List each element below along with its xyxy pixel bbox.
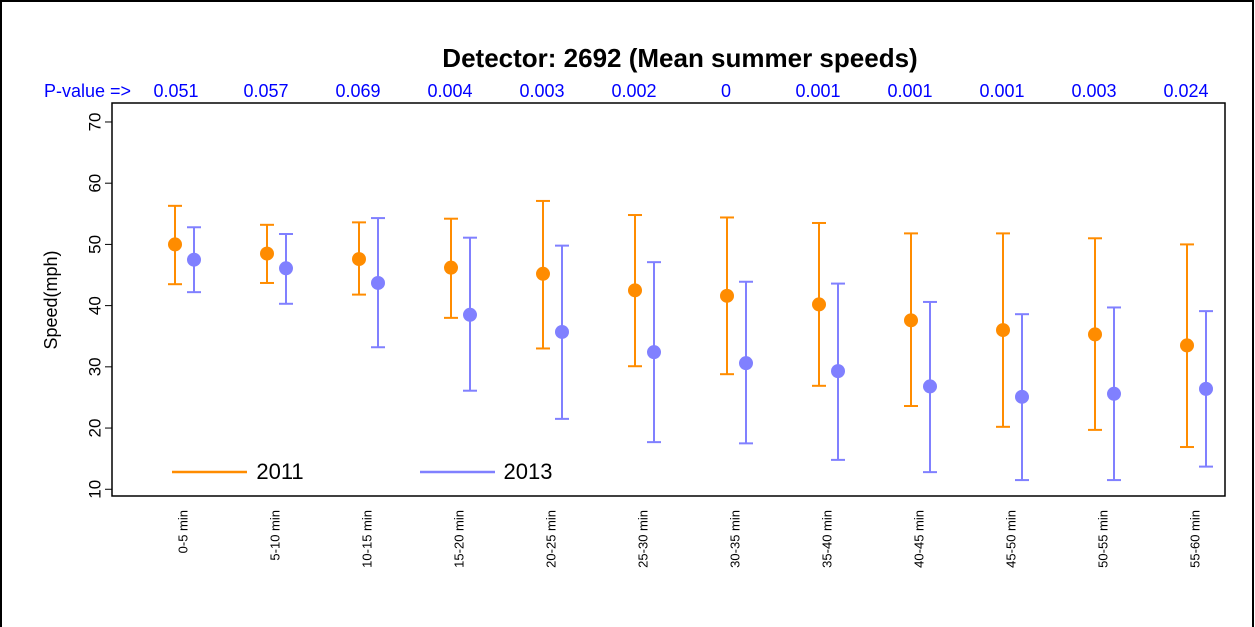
point [279,261,293,276]
point [260,246,274,261]
p-value: 0.003 [519,81,564,101]
y-tick-label: 30 [85,357,104,376]
point [1107,386,1121,401]
legend-label: 2013 [504,459,553,484]
point [352,252,366,267]
x-tick-label: 25-30 min [635,510,650,568]
x-tick-label: 20-25 min [543,510,558,568]
x-tick-label: 45-50 min [1003,510,1018,568]
point [1180,338,1194,353]
point [1088,327,1102,342]
y-axis-label: Speed(mph) [41,250,61,349]
point [463,307,477,322]
point [536,266,550,281]
x-tick-label: 10-15 min [359,510,374,568]
p-value: 0.003 [1071,81,1116,101]
point [628,283,642,298]
point [831,364,845,379]
p-value: 0.002 [611,81,656,101]
point [812,297,826,312]
x-tick-label: 50-55 min [1095,510,1110,568]
p-value: 0.001 [979,81,1024,101]
x-tick-label: 0-5 min [175,510,190,553]
x-tick-label: 55-60 min [1187,510,1202,568]
x-tick-label: 40-45 min [911,510,926,568]
point [904,313,918,328]
x-tick-label: 30-35 min [727,510,742,568]
p-value: 0.057 [243,81,288,101]
p-value: 0.051 [153,81,198,101]
point [1199,381,1213,396]
x-tick-label: 15-20 min [451,510,466,568]
p-value: 0.001 [795,81,840,101]
p-value: 0.069 [335,81,380,101]
y-tick-label: 20 [85,419,104,438]
point [996,323,1010,338]
point [647,345,661,360]
legend-label: 2011 [256,459,303,484]
point [371,275,385,290]
p-value: 0.024 [1163,81,1208,101]
chart-title: Detector: 2692 (Mean summer speeds) [442,43,917,73]
y-tick-label: 50 [85,235,104,254]
y-tick-label: 10 [85,480,104,499]
point [739,356,753,371]
point [168,237,182,252]
point [720,288,734,303]
point [923,379,937,394]
p-value: 0 [721,81,731,101]
p-value: 0.004 [427,81,472,101]
point [444,260,458,275]
p-value-label: P-value => [44,81,131,101]
point [555,324,569,339]
y-tick-label: 70 [85,113,104,132]
point [187,252,201,267]
y-tick-label: 60 [85,174,104,193]
x-tick-label: 35-40 min [819,510,834,568]
y-tick-label: 40 [85,296,104,315]
x-tick-label: 5-10 min [267,510,282,561]
p-value: 0.001 [887,81,932,101]
point [1015,389,1029,404]
plot-box [111,102,1226,497]
